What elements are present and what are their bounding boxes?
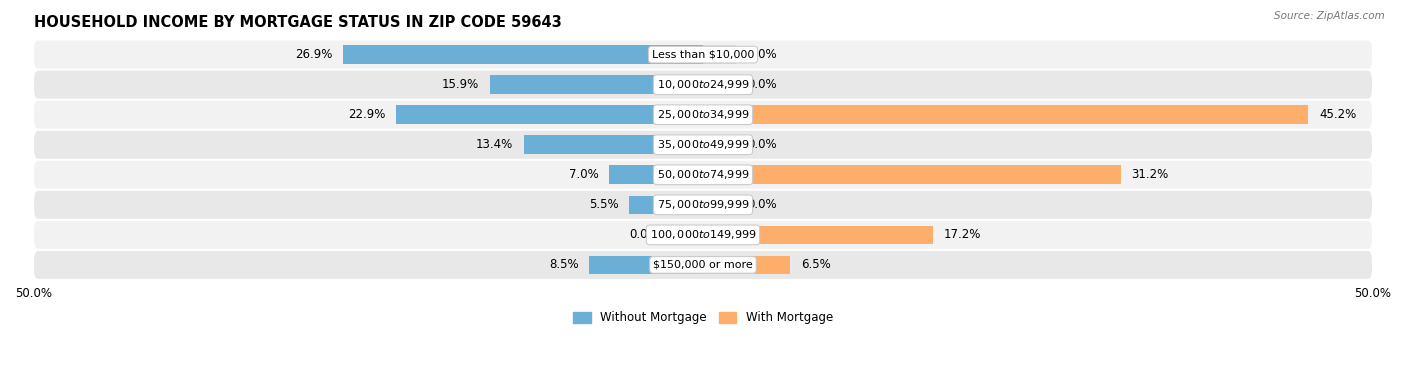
Text: 26.9%: 26.9% <box>295 48 332 61</box>
Text: 8.5%: 8.5% <box>548 258 578 271</box>
Text: $25,000 to $34,999: $25,000 to $34,999 <box>657 108 749 121</box>
Text: $35,000 to $49,999: $35,000 to $49,999 <box>657 138 749 151</box>
Text: 0.0%: 0.0% <box>747 138 776 151</box>
Text: 0.0%: 0.0% <box>630 228 659 241</box>
Bar <box>703 75 737 94</box>
Text: 0.0%: 0.0% <box>747 198 776 211</box>
Text: $100,000 to $149,999: $100,000 to $149,999 <box>650 228 756 241</box>
Bar <box>703 135 737 154</box>
Text: 7.0%: 7.0% <box>569 168 599 181</box>
Text: $50,000 to $74,999: $50,000 to $74,999 <box>657 168 749 181</box>
Text: 6.5%: 6.5% <box>801 258 831 271</box>
Bar <box>396 106 703 124</box>
Text: Less than $10,000: Less than $10,000 <box>652 50 754 60</box>
FancyBboxPatch shape <box>34 130 1372 159</box>
Text: 22.9%: 22.9% <box>349 108 385 121</box>
FancyBboxPatch shape <box>34 190 1372 219</box>
Text: HOUSEHOLD INCOME BY MORTGAGE STATUS IN ZIP CODE 59643: HOUSEHOLD INCOME BY MORTGAGE STATUS IN Z… <box>34 15 561 30</box>
Text: 13.4%: 13.4% <box>475 138 513 151</box>
Bar <box>703 45 737 64</box>
Bar <box>589 256 703 274</box>
Text: $10,000 to $24,999: $10,000 to $24,999 <box>657 78 749 91</box>
FancyBboxPatch shape <box>34 70 1372 100</box>
Bar <box>343 45 703 64</box>
Text: 31.2%: 31.2% <box>1132 168 1168 181</box>
Bar <box>703 225 934 244</box>
Text: 45.2%: 45.2% <box>1319 108 1357 121</box>
Text: 0.0%: 0.0% <box>747 78 776 91</box>
FancyBboxPatch shape <box>34 220 1372 250</box>
FancyBboxPatch shape <box>34 160 1372 190</box>
Text: $150,000 or more: $150,000 or more <box>654 260 752 270</box>
Text: 0.0%: 0.0% <box>747 48 776 61</box>
Bar <box>703 106 1308 124</box>
FancyBboxPatch shape <box>34 40 1372 69</box>
Bar <box>523 135 703 154</box>
Text: $75,000 to $99,999: $75,000 to $99,999 <box>657 198 749 211</box>
Text: 17.2%: 17.2% <box>943 228 981 241</box>
Bar <box>703 196 737 214</box>
Bar <box>703 256 790 274</box>
Bar <box>609 166 703 184</box>
Bar <box>669 225 703 244</box>
Bar <box>630 196 703 214</box>
Text: Source: ZipAtlas.com: Source: ZipAtlas.com <box>1274 11 1385 21</box>
Bar <box>703 166 1121 184</box>
Text: 5.5%: 5.5% <box>589 198 619 211</box>
FancyBboxPatch shape <box>34 250 1372 280</box>
Text: 15.9%: 15.9% <box>441 78 479 91</box>
FancyBboxPatch shape <box>34 100 1372 129</box>
Legend: Without Mortgage, With Mortgage: Without Mortgage, With Mortgage <box>568 307 838 329</box>
Bar <box>491 75 703 94</box>
